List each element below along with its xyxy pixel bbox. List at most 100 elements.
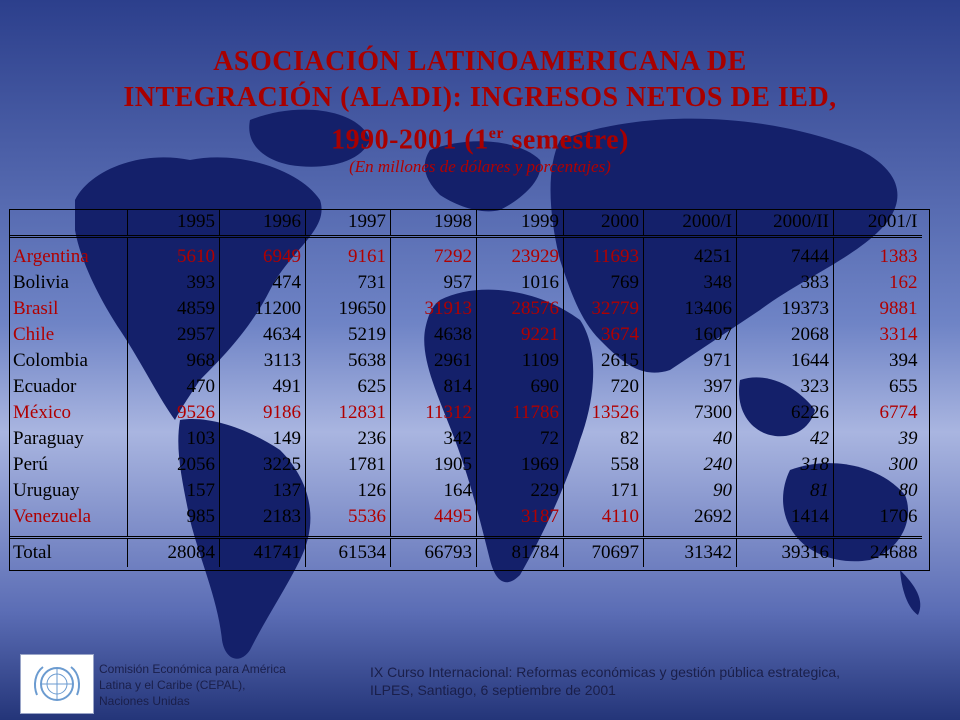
total-cell: 31342: [643, 537, 737, 567]
table-cell: 72: [476, 426, 564, 452]
table-cell: 4638: [390, 322, 477, 348]
table-row: Brasil 4859 11200 19650 31913 28576 32779 13406…: [9, 296, 922, 322]
table-cell: 323: [736, 374, 834, 400]
table-cell: 318: [736, 452, 834, 478]
table-cell: 4110: [563, 504, 644, 539]
table-cell: 2615: [563, 348, 644, 374]
table-cell: 3674: [563, 322, 644, 348]
column-header: 2000/II: [736, 209, 834, 238]
un-emblem-icon: [34, 666, 80, 701]
table-cell: 1706: [833, 504, 922, 539]
table-row: Perú 2056 3225 1781 1905 1969 558 240 318 300: [9, 452, 922, 478]
header-corner: [9, 209, 128, 238]
table-cell: 42: [736, 426, 834, 452]
country-label: Colombia: [9, 348, 128, 374]
title-line-1: ASOCIACIÓN LATINOAMERICANA DE: [213, 46, 747, 77]
table-cell: 81: [736, 478, 834, 504]
title-line-3-post: semestre): [503, 124, 629, 156]
table-cell: 9161: [305, 236, 391, 270]
table-cell: 394: [889, 350, 918, 371]
table-cell: 4859: [127, 296, 220, 322]
column-header: 1999: [476, 209, 564, 238]
table-cell: 814: [390, 374, 477, 400]
table-row: Venezuela 985 2183 5536 4495 3187 4110 2692 1414…: [9, 504, 922, 539]
table-cell: 6774: [879, 402, 918, 423]
table-cell: 968: [127, 348, 220, 374]
table-cell: 7444: [736, 236, 834, 270]
column-header: 2000/I: [643, 209, 737, 238]
table-cell: 300: [889, 454, 918, 475]
table-cell: 470: [127, 374, 220, 400]
table-cell: 19373: [736, 296, 834, 322]
table-cell: 2183: [219, 504, 306, 539]
table-cell: 4495: [390, 504, 477, 539]
org-line-1: Comisión Económica para América: [99, 662, 286, 676]
table-cell: 9186: [219, 400, 306, 426]
table-cell: 40: [643, 426, 737, 452]
column-header: 2000: [563, 209, 644, 238]
country-label: Paraguay: [9, 426, 128, 452]
fdi-table: 1995 1996 1997 1998 1999 2000 2000/I 2000/II 200…: [9, 209, 922, 567]
column-header: 1995: [127, 209, 220, 238]
table-cell: 4251: [643, 236, 737, 270]
total-cell: 41741: [219, 537, 306, 567]
table-cell: 2957: [127, 322, 220, 348]
total-cell: 28084: [127, 537, 220, 567]
table-cell: 2961: [390, 348, 477, 374]
table-cell: 7292: [390, 236, 477, 270]
table-cell: 342: [390, 426, 477, 452]
table-cell: 3187: [476, 504, 564, 539]
table-cell: 397: [643, 374, 737, 400]
table-cell: 157: [127, 478, 220, 504]
table-header-row: 1995 1996 1997 1998 1999 2000 2000/I 2000/II 200…: [9, 209, 922, 238]
total-row: Total 28084 41741 61534 66793 81784 70697 31342…: [9, 537, 922, 567]
footer-organization: Comisión Económica para América Latina y…: [99, 661, 299, 709]
table-cell: 558: [563, 452, 644, 478]
country-label: Bolivia: [9, 270, 128, 296]
title-line-3-sup: er: [488, 125, 504, 142]
table-cell: 9526: [127, 400, 220, 426]
table-cell: 13406: [643, 296, 737, 322]
table-cell: 149: [219, 426, 306, 452]
table-cell: 655: [889, 376, 918, 397]
table-cell: 731: [305, 270, 391, 296]
table-cell: 39: [898, 428, 918, 449]
table-cell: 31913: [390, 296, 477, 322]
table-row: Ecuador 470 491 625 814 690 720 397 323 655: [9, 374, 922, 400]
country-label: Argentina: [9, 236, 128, 270]
total-cell: 39316: [736, 537, 834, 567]
table-cell: 164: [390, 478, 477, 504]
title-line-3: 1990-2001 (1er semestre): [40, 116, 920, 158]
country-label: Uruguay: [9, 478, 128, 504]
table-cell: 11693: [563, 236, 644, 270]
table-cell: 28576: [476, 296, 564, 322]
table-row: Colombia 968 3113 5638 2961 1109 2615 971 1644 39…: [9, 348, 922, 374]
table-cell: 1969: [476, 452, 564, 478]
table-cell: 11312: [390, 400, 477, 426]
table-cell: 474: [219, 270, 306, 296]
table-cell: 1109: [476, 348, 564, 374]
table-cell: 393: [127, 270, 220, 296]
table-cell: 1905: [390, 452, 477, 478]
country-label: Ecuador: [9, 374, 128, 400]
country-label: Perú: [9, 452, 128, 478]
column-header: 1996: [219, 209, 306, 238]
table-cell: 383: [736, 270, 834, 296]
table-cell: 3113: [219, 348, 306, 374]
total-cell: 66793: [390, 537, 477, 567]
table-cell: 137: [219, 478, 306, 504]
title-line-2: INTEGRACIÓN (ALADI): INGRESOS NETOS DE I…: [123, 82, 837, 113]
table-cell: 2068: [736, 322, 834, 348]
table-cell: 240: [643, 452, 737, 478]
event-line-2: ILPES, Santiago, 6 septiembre de 2001: [370, 682, 616, 698]
table-cell: 4634: [219, 322, 306, 348]
table-cell: 6949: [219, 236, 306, 270]
table-row: Chile 2957 4634 5219 4638 9221 3674 1607 2068 331…: [9, 322, 922, 348]
column-header: 2001/I: [833, 209, 922, 238]
table-cell: 491: [219, 374, 306, 400]
total-cell: 81784: [476, 537, 564, 567]
table-cell: 126: [305, 478, 391, 504]
table-cell: 13526: [563, 400, 644, 426]
table-cell: 11786: [476, 400, 564, 426]
country-label: México: [9, 400, 128, 426]
